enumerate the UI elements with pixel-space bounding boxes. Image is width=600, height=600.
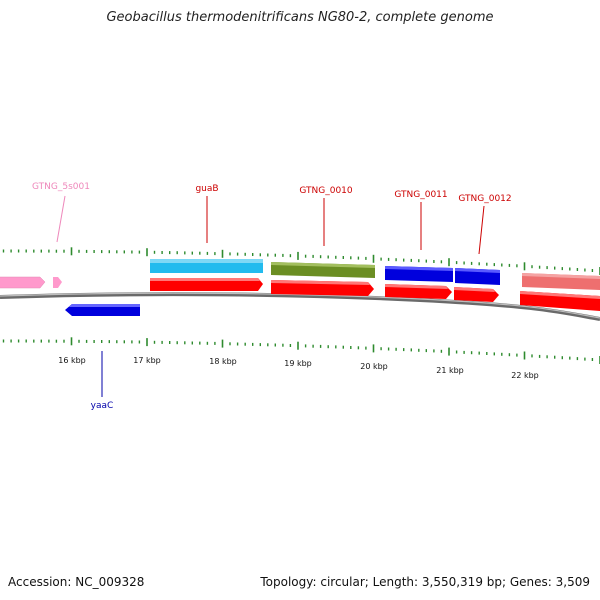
accession-text: Accession: NC_009328 [8,575,145,589]
tick-label-19kbp: 19 kbp [284,359,312,368]
tick-label-18kbp: 18 kbp [209,357,237,366]
label-gtng-5s001[interactable]: GTNG_5s001 [32,182,90,192]
label-yaaC[interactable]: yaaC [91,401,114,411]
leader-gtng-5s001 [56,195,66,243]
label-guaB[interactable]: guaB [195,184,218,194]
rna-feature-small[interactable] [53,277,62,288]
tick-label-16kbp: 16 kbp [58,356,86,365]
rna-feature-left[interactable] [0,276,46,289]
upper-tick-track [2,247,600,275]
label-gtng-0011[interactable]: GTNG_0011 [394,190,447,200]
tick-label-21kbp: 21 kbp [436,366,464,375]
lower-tick-track [2,337,600,364]
leader-gtng-0012 [478,205,485,255]
genome-summary-text: Topology: circular; Length: 3,550,319 bp… [260,575,590,589]
cds-guaB[interactable] [150,278,263,291]
genome-title: Geobacillus thermodenitrificans NG80-2, … [106,10,494,25]
tick-label-22kbp: 22 kbp [511,371,539,380]
tick-label-17kbp: 17 kbp [133,356,161,365]
label-gtng-0010[interactable]: GTNG_0010 [299,186,353,196]
tick-label-20kbp: 20 kbp [360,362,388,371]
label-gtng-0012[interactable]: GTNG_0012 [458,194,511,204]
genome-backbone [0,292,600,321]
